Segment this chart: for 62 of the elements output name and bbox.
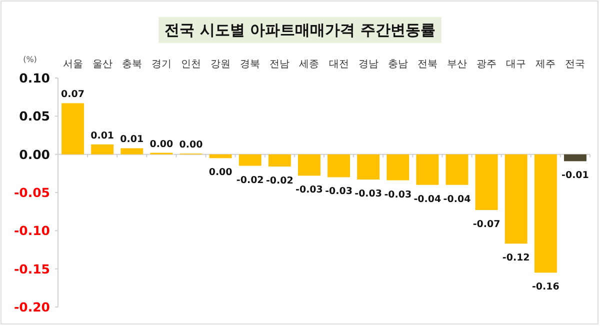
- x-tick-label: 세종: [299, 59, 320, 70]
- bar: [386, 154, 410, 180]
- data-label: 0.00: [179, 140, 204, 151]
- x-tick-label: 경남: [358, 59, 378, 70]
- data-label: 0.00: [150, 138, 174, 150]
- bar: [475, 154, 498, 210]
- bar: [357, 154, 380, 180]
- data-label: -0.07: [472, 219, 500, 230]
- data-label: 0.00: [208, 167, 233, 178]
- bar: [120, 148, 144, 154]
- x-tick-label: 전남: [270, 59, 290, 70]
- x-tick-label: 대구: [506, 59, 526, 70]
- x-tick-label: 광주: [476, 59, 497, 70]
- bar: [238, 154, 262, 166]
- y-tick-label: 0.00: [19, 146, 50, 162]
- x-tick-label: 대전: [328, 59, 349, 70]
- data-label: 0.07: [61, 89, 85, 100]
- x-tick-label: 부산: [447, 59, 467, 70]
- title: 전국 시도별 아파트매매가격 주간변동률: [158, 17, 442, 43]
- data-label: -0.01: [562, 170, 589, 182]
- x-tick-label: 강원: [210, 59, 231, 70]
- y-tick-label: -0.10: [14, 223, 50, 238]
- x-tick-label: 서울: [62, 59, 83, 70]
- y-tick-label: 0.10: [19, 70, 50, 86]
- y-tick-label: -0.15: [14, 261, 50, 276]
- bar: [268, 154, 291, 167]
- bar: [298, 154, 320, 176]
- bar: [209, 154, 232, 158]
- data-label: -0.03: [296, 184, 323, 196]
- x-tick-label: 충북: [122, 59, 142, 70]
- x-tick-label: 울산: [92, 59, 112, 70]
- data-label: -0.04: [443, 194, 472, 205]
- x-tick-label: 경기: [151, 59, 172, 70]
- data-label: -0.03: [354, 188, 382, 200]
- bar: [446, 154, 468, 185]
- y-tick-label: 0.05: [19, 108, 50, 124]
- data-label: -0.12: [502, 252, 530, 264]
- y-axis-title: (%): [23, 55, 37, 64]
- bar: [91, 144, 114, 154]
- data-label: -0.02: [236, 174, 264, 186]
- bar: [504, 154, 528, 244]
- bar: [534, 154, 557, 273]
- data-label: -0.16: [532, 282, 560, 293]
- data-label: -0.02: [266, 176, 294, 187]
- bar: [564, 154, 586, 162]
- x-tick-label: 충남: [388, 59, 408, 70]
- bar: [416, 154, 439, 185]
- bar: [328, 154, 350, 178]
- x-tick-label: 전국: [565, 59, 586, 70]
- bar: [62, 103, 84, 154]
- chart-title: 전국 시도별 아파트매매가격 주간변동률: [164, 21, 436, 39]
- data-label: -0.03: [325, 186, 352, 198]
- y-tick-label: -0.20: [14, 300, 50, 314]
- x-tick-label: 경북: [240, 59, 260, 70]
- x-tick-label: 인천: [181, 59, 201, 70]
- data-label: 0.01: [90, 130, 114, 142]
- x-tick-label: 제주: [536, 59, 556, 70]
- data-label: -0.04: [414, 194, 442, 205]
- x-tick-label: 전북: [417, 59, 438, 70]
- data-label: 0.01: [120, 134, 144, 146]
- y-tick-label: -0.05: [14, 185, 50, 200]
- data-label: -0.03: [384, 189, 412, 200]
